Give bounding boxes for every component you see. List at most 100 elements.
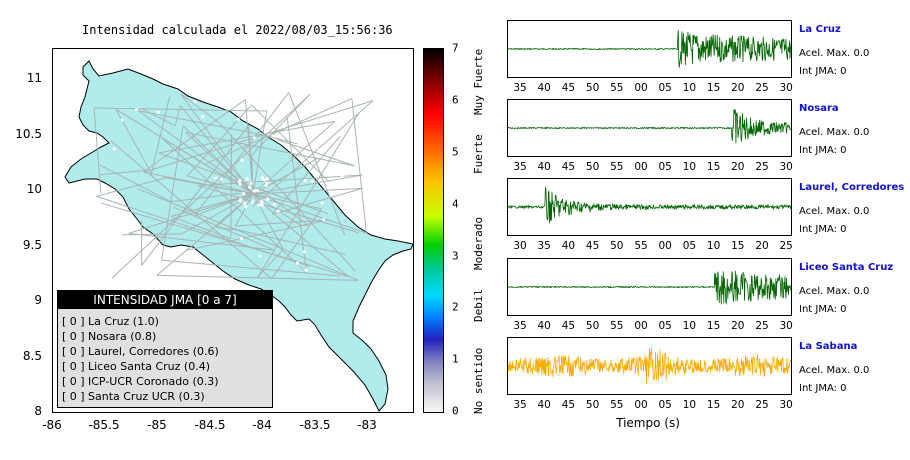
time-tick-row: 35 40 45 50 55 00 05 10 15 20 25 30 bbox=[507, 399, 793, 413]
road-network bbox=[93, 92, 374, 281]
town-marker bbox=[304, 268, 308, 272]
colorbar-tick: 6 bbox=[452, 93, 459, 107]
y-tick: 8.5 bbox=[22, 349, 42, 363]
time-tick: 10 bbox=[682, 399, 697, 411]
road-segment bbox=[185, 131, 355, 167]
time-tick: 15 bbox=[706, 161, 721, 173]
town-marker bbox=[264, 183, 268, 188]
town-marker bbox=[236, 117, 240, 121]
road-segment bbox=[257, 111, 360, 278]
road-segment bbox=[205, 98, 353, 165]
legend-row: [ 0 ] Liceo Santa Cruz (0.4) bbox=[62, 360, 210, 373]
road-segment bbox=[170, 193, 235, 203]
town-marker bbox=[239, 197, 243, 202]
town-marker bbox=[241, 192, 246, 196]
town-marker bbox=[272, 104, 276, 108]
colorbar-tick: 5 bbox=[452, 145, 459, 159]
time-tick: 10 bbox=[706, 240, 721, 252]
road-segment bbox=[252, 193, 284, 250]
time-tick: 40 bbox=[537, 399, 551, 411]
town-marker bbox=[258, 254, 262, 258]
legend-station: La Cruz (1.0) bbox=[88, 315, 159, 328]
town-marker bbox=[238, 182, 242, 186]
town-marker bbox=[249, 181, 253, 185]
time-tick: 35 bbox=[513, 82, 527, 94]
road-segment bbox=[99, 164, 172, 203]
time-tick: 25 bbox=[755, 82, 769, 94]
road-segment bbox=[262, 134, 298, 145]
legend-bracket: [ 0 ] bbox=[62, 360, 85, 373]
time-tick: 30 bbox=[779, 161, 793, 173]
town-marker bbox=[340, 175, 344, 179]
station-accel: Acel. Max. 0.0 bbox=[799, 365, 870, 376]
town-marker bbox=[250, 200, 255, 204]
town-marker bbox=[257, 203, 261, 207]
time-tick: 50 bbox=[610, 240, 624, 252]
town-marker bbox=[265, 177, 269, 181]
x-tick: -83 bbox=[357, 418, 377, 432]
colorbar-label: Moderado bbox=[472, 217, 485, 270]
legend-row: [ 0 ] Santa Cruz UCR (0.3) bbox=[62, 390, 205, 403]
road-segment bbox=[162, 138, 307, 273]
town-marker bbox=[100, 260, 104, 264]
time-tick: 55 bbox=[610, 82, 624, 94]
colorbar-label: Debil bbox=[472, 288, 485, 322]
road-segment bbox=[251, 104, 330, 183]
road-segment bbox=[252, 193, 278, 218]
y-tick: 9.5 bbox=[22, 238, 42, 252]
time-tick: 40 bbox=[537, 320, 551, 332]
town-marker bbox=[240, 158, 244, 162]
time-tick: 00 bbox=[634, 399, 648, 411]
road-segment bbox=[351, 98, 367, 234]
time-tick: 45 bbox=[561, 82, 576, 94]
town-marker bbox=[296, 261, 300, 265]
road-segment bbox=[219, 123, 356, 272]
road-segment bbox=[101, 202, 349, 278]
road-segment bbox=[173, 206, 275, 251]
time-tick: 00 bbox=[634, 82, 648, 94]
town-marker bbox=[354, 91, 358, 95]
road-segment bbox=[110, 140, 272, 279]
waveform-line bbox=[508, 270, 791, 305]
town-marker bbox=[252, 189, 256, 193]
town-marker bbox=[302, 250, 307, 254]
legend-station: ICP-UCR Coronado (0.3) bbox=[88, 375, 219, 388]
legend-station: Santa Cruz UCR (0.3) bbox=[88, 390, 205, 403]
time-tick: 15 bbox=[706, 320, 721, 332]
road-segment bbox=[143, 100, 374, 173]
road-segment bbox=[252, 187, 363, 195]
time-tick: 30 bbox=[513, 240, 527, 252]
time-tick: 55 bbox=[610, 161, 624, 173]
town-marker bbox=[303, 178, 307, 183]
y-tick: 9 bbox=[34, 293, 42, 307]
time-tick: 45 bbox=[585, 240, 600, 252]
time-tick-row: 35 40 45 50 55 00 05 10 15 20 25 30 bbox=[507, 82, 793, 96]
time-tick: 55 bbox=[610, 399, 624, 411]
road-segment bbox=[237, 229, 346, 255]
town-marker bbox=[260, 199, 264, 203]
time-tick: 25 bbox=[755, 161, 769, 173]
time-tick: 45 bbox=[561, 320, 576, 332]
time-tick: 35 bbox=[537, 240, 551, 252]
time-tick: 05 bbox=[682, 240, 697, 252]
waveform-svg bbox=[508, 186, 791, 224]
time-tick-row: 30 35 40 45 50 55 00 05 10 15 20 25 bbox=[507, 240, 793, 254]
time-tick: 10 bbox=[682, 320, 697, 332]
waveform-panel bbox=[507, 20, 792, 78]
time-tick: 20 bbox=[731, 82, 745, 94]
time-tick: 35 bbox=[513, 161, 527, 173]
road-segment bbox=[93, 107, 102, 194]
road-segment bbox=[198, 185, 360, 234]
town-marker bbox=[369, 159, 373, 163]
town-marker bbox=[320, 201, 324, 205]
time-tick: 05 bbox=[658, 320, 672, 332]
time-tick: 30 bbox=[779, 399, 793, 411]
road-segment bbox=[186, 104, 252, 177]
x-tick: -84.5 bbox=[194, 418, 226, 432]
road-segment bbox=[235, 219, 329, 227]
town-marker bbox=[213, 176, 217, 180]
legend-station: Laurel, Corredores (0.6) bbox=[88, 345, 219, 358]
colorbar-tick: 7 bbox=[452, 41, 459, 55]
road-segment bbox=[141, 124, 250, 266]
road-segment bbox=[96, 177, 167, 197]
